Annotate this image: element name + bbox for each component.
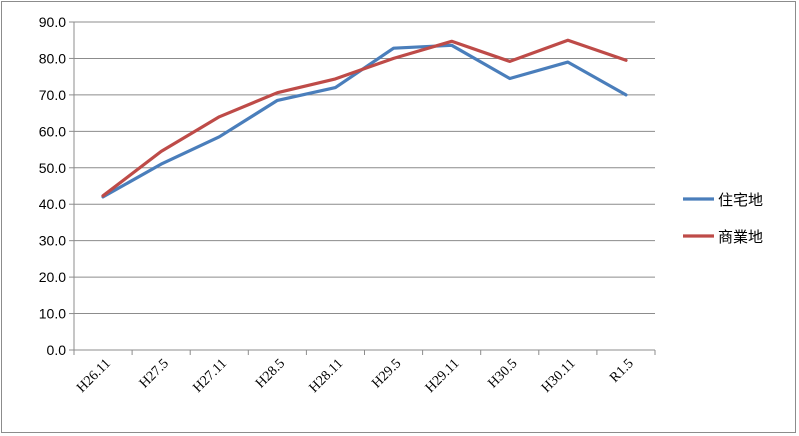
y-tick-label: 10.0 — [39, 306, 66, 322]
x-tick-label: H30.5 — [485, 356, 520, 391]
x-tick-label: H28.11 — [307, 356, 347, 396]
y-tick-label: 40.0 — [39, 196, 66, 212]
x-tick-label: H28.5 — [253, 356, 288, 391]
y-tick-label: 0.0 — [47, 342, 67, 358]
x-tick-labels: H26.11 H27.5 H27.11 H28.5 H28.11 H29.5 H29.11 H… — [74, 356, 637, 396]
x-tick-label: H26.11 — [74, 356, 114, 396]
axes — [69, 21, 656, 355]
legend-label-2: 商業地 — [718, 228, 763, 246]
y-tick-label: 50.0 — [39, 160, 66, 176]
x-tick-label: H29.5 — [369, 356, 404, 391]
x-tick-label: H29.11 — [423, 356, 463, 396]
y-tick-label: 80.0 — [39, 50, 66, 66]
x-tick-label: H30.11 — [539, 356, 579, 396]
y-tick-label: 60.0 — [39, 123, 66, 139]
y-tick-label: 90.0 — [39, 14, 66, 30]
series-lines — [101, 38, 628, 199]
y-tick-label: 30.0 — [39, 233, 66, 249]
series-line-2 — [101, 38, 628, 198]
y-tick-label: 20.0 — [39, 269, 66, 285]
y-tick-labels: 0.0 10.0 20.0 30.0 40.0 50.0 60.0 70.0 80.0 90.0 — [39, 14, 66, 358]
x-tick-label: H27.11 — [190, 356, 230, 396]
x-tick-label: R1.5 — [607, 356, 637, 386]
gridlines — [74, 21, 655, 315]
y-tick-label: 70.0 — [39, 87, 66, 103]
legend-label-1: 住宅地 — [718, 191, 763, 209]
x-tick-label: H27.5 — [137, 356, 172, 391]
